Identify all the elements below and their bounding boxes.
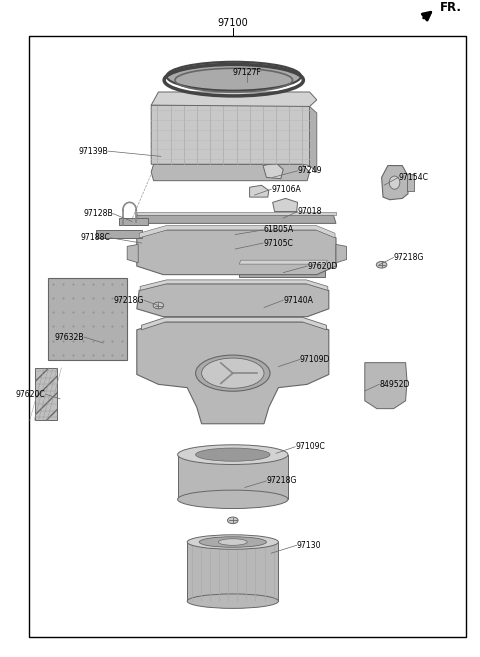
Ellipse shape — [195, 355, 270, 391]
FancyBboxPatch shape — [96, 230, 142, 238]
Text: 97249: 97249 — [298, 166, 322, 175]
Text: 97105C: 97105C — [263, 238, 293, 248]
Polygon shape — [239, 260, 327, 264]
Polygon shape — [310, 106, 317, 172]
Text: 97620D: 97620D — [307, 261, 337, 271]
Ellipse shape — [178, 490, 288, 509]
Polygon shape — [127, 244, 138, 263]
Text: 97620C: 97620C — [16, 390, 46, 399]
Polygon shape — [139, 225, 335, 238]
Text: 97127F: 97127F — [233, 68, 262, 77]
Ellipse shape — [187, 535, 278, 549]
Text: 97130: 97130 — [297, 541, 321, 550]
Text: 97188C: 97188C — [81, 233, 110, 242]
Polygon shape — [263, 163, 283, 179]
Ellipse shape — [218, 539, 247, 545]
Polygon shape — [142, 317, 326, 330]
Polygon shape — [137, 284, 329, 317]
Polygon shape — [336, 244, 347, 263]
Ellipse shape — [195, 448, 270, 461]
Text: 97106A: 97106A — [271, 185, 301, 194]
Text: 97154C: 97154C — [398, 173, 428, 182]
Ellipse shape — [167, 62, 301, 91]
Polygon shape — [151, 164, 310, 181]
Polygon shape — [137, 322, 329, 424]
Text: 97218G: 97218G — [266, 476, 297, 486]
Text: 97632B: 97632B — [54, 332, 84, 342]
Text: 97109D: 97109D — [300, 355, 331, 364]
Text: 97128B: 97128B — [83, 209, 113, 218]
Text: 97100: 97100 — [217, 18, 248, 28]
Ellipse shape — [178, 445, 288, 464]
Ellipse shape — [187, 594, 278, 608]
Polygon shape — [140, 280, 328, 290]
FancyBboxPatch shape — [178, 455, 288, 499]
Polygon shape — [137, 215, 336, 223]
Text: 61B05A: 61B05A — [263, 225, 293, 235]
Text: 97218G: 97218G — [394, 253, 424, 262]
Text: 97139B: 97139B — [78, 147, 108, 156]
Polygon shape — [151, 92, 317, 106]
Polygon shape — [382, 166, 408, 200]
Text: 84952D: 84952D — [379, 380, 410, 389]
Ellipse shape — [376, 261, 387, 268]
FancyBboxPatch shape — [239, 264, 325, 277]
FancyBboxPatch shape — [407, 174, 414, 191]
Polygon shape — [137, 230, 336, 275]
Text: FR.: FR. — [440, 1, 462, 14]
Text: 97018: 97018 — [298, 207, 322, 216]
Polygon shape — [273, 198, 298, 212]
FancyBboxPatch shape — [119, 218, 148, 225]
Ellipse shape — [228, 517, 238, 524]
Ellipse shape — [199, 537, 266, 547]
Polygon shape — [151, 105, 310, 166]
Text: 97218G: 97218G — [114, 296, 144, 305]
Polygon shape — [250, 185, 269, 197]
Ellipse shape — [153, 302, 164, 309]
Polygon shape — [137, 212, 336, 215]
Text: 97109C: 97109C — [295, 442, 325, 451]
Ellipse shape — [202, 358, 264, 388]
Polygon shape — [35, 368, 57, 420]
Ellipse shape — [389, 176, 400, 189]
Polygon shape — [365, 363, 407, 409]
FancyBboxPatch shape — [48, 278, 127, 360]
Text: 97140A: 97140A — [283, 296, 313, 305]
FancyBboxPatch shape — [187, 542, 278, 601]
